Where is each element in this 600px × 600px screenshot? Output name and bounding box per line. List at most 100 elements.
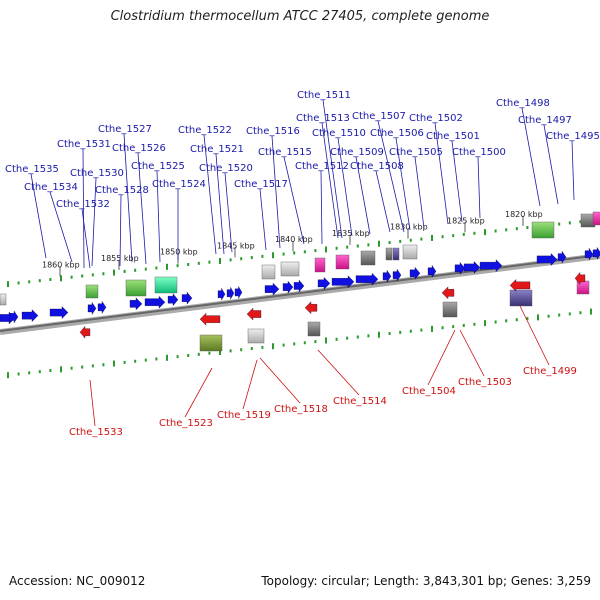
reverse-cds-arrow [79,325,91,339]
feature-block [392,247,400,261]
gene-label-reverse: Cthe_1519 [217,410,271,421]
forward-cds-arrow [21,309,39,322]
reverse-cds-arrow [199,312,221,326]
label-leader [434,122,449,225]
forward-cds-arrow [382,269,392,283]
label-leader [259,357,301,404]
forward-cds-arrow [87,301,97,315]
gene-label-forward: Cthe_1510 [312,128,366,139]
feature-block [247,328,265,344]
scale-label: 1825 kbp [447,216,485,225]
feature-block [360,250,376,266]
reverse-cds-arrow [304,301,318,315]
label-leader [427,329,456,386]
gene-label-forward: Cthe_1532 [56,199,110,210]
label-leader [317,349,360,396]
feature-block [85,284,99,299]
label-leader [320,170,323,245]
label-leader [355,156,371,235]
label-leader [521,107,541,207]
gene-label-forward: Cthe_1513 [296,113,350,124]
forward-cds-arrow [226,286,235,300]
gene-label-forward: Cthe_1506 [370,128,424,139]
label-leader [91,177,97,267]
label-leader [375,170,391,233]
forward-cds-arrow [217,287,226,301]
label-leader [184,367,213,418]
gene-label-forward: Cthe_1509 [330,147,384,158]
label-leader [119,194,122,267]
gene-label-forward: Cthe_1502 [409,113,463,124]
feature-block [154,276,178,294]
label-leader [477,156,481,219]
label-leader [49,191,73,263]
gene-label-forward: Cthe_1508 [350,161,404,172]
forward-cds-arrow [282,280,294,294]
scale-label: 1850 kbp [160,248,198,257]
gene-label-forward: Cthe_1534 [24,182,78,193]
label-leader [123,133,133,263]
gene-label-forward: Cthe_1512 [295,161,349,172]
gene-label-reverse: Cthe_1523 [159,418,213,429]
reverse-cds-arrow [246,307,262,321]
gene-label-forward: Cthe_1495 [546,131,600,142]
gene-label-forward: Cthe_1501 [426,131,480,142]
gene-label-forward: Cthe_1528 [95,185,149,196]
label-leader [414,156,425,229]
label-leader [543,124,559,205]
forward-cds-arrow [9,310,19,324]
reverse-cds-arrow [509,279,531,292]
gene-label-forward: Cthe_1511 [297,90,351,101]
label-leader [224,172,233,253]
label-leader [30,173,47,259]
label-leader [242,359,258,410]
feature-block [280,261,300,277]
feature-block [199,334,223,352]
label-leader [459,329,485,377]
gene-label-reverse: Cthe_1514 [333,396,387,407]
gene-label-forward: Cthe_1526 [112,143,166,154]
label-leader [321,122,339,239]
gene-label-forward: Cthe_1521 [190,144,244,155]
forward-cds-arrow [97,300,107,314]
label-leader [89,379,96,427]
map-title: Clostridium thermocellum ATCC 27405, com… [110,9,490,24]
label-leader [322,99,343,239]
gene-label-forward: Cthe_1497 [518,115,572,126]
gene-label-reverse: Cthe_1499 [523,366,577,377]
scale-label: 1835 kbp [332,229,370,238]
gene-label-forward: Cthe_1500 [452,147,506,158]
feature-block [314,257,326,273]
feature-block [442,301,458,318]
feature-block [385,247,393,261]
label-leader [137,152,147,265]
scale-label: 1845 kbp [217,241,255,250]
feature-block [261,264,276,280]
label-leader [203,134,217,255]
forward-cds-arrow [536,253,558,266]
feature-block [335,254,350,270]
gene-label-forward: Cthe_1525 [131,161,185,172]
topology-text: Topology: circular; Length: 3,843,301 bp… [261,574,591,588]
forward-cds-arrow [592,246,600,260]
gene-label-reverse: Cthe_1503 [458,377,512,388]
gene-label-reverse: Cthe_1518 [274,404,328,415]
feature-block [0,293,7,306]
gene-label-forward: Cthe_1535 [5,164,59,175]
gene-label-forward: Cthe_1530 [70,168,124,179]
label-leader [271,135,281,249]
feature-block [307,321,321,337]
feature-block [531,221,555,239]
gene-label-forward: Cthe_1505 [389,147,443,158]
forward-cds-arrow [392,268,402,282]
label-leader [156,170,161,263]
feature-block [402,244,418,260]
forward-cds-arrow [409,266,421,280]
gene-label-forward: Cthe_1531 [57,139,111,150]
label-leader [259,188,267,251]
reverse-cds-arrow [574,271,586,285]
forward-cds-arrow [144,295,166,309]
gene-label-forward: Cthe_1522 [178,125,232,136]
feature-block [125,279,147,297]
gene-label-forward: Cthe_1515 [258,147,312,158]
